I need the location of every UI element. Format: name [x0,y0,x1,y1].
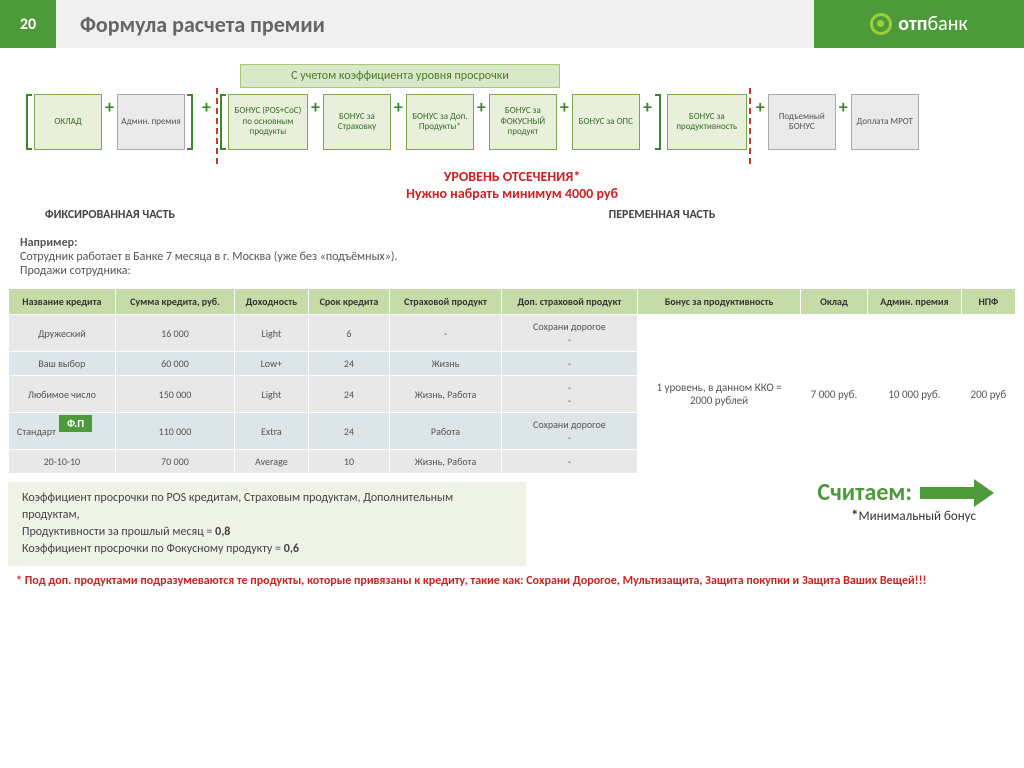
table-cell: Дружеский [9,315,116,352]
title-area: Формула расчета премии [56,0,814,48]
calculate-row: Считаем: [534,478,1024,507]
variable-bracket: БОНУС (POS+CoC) по основным продукты + Б… [214,94,753,150]
table-cell: - [390,315,501,352]
table-merged-cell: 1 уровень, в данном ККО = 2000 рублей [638,315,801,474]
formula-box: БОНУС (POS+CoC) по основным продукты [228,94,308,150]
plus-icon: + [476,96,487,118]
table-cell: 70 000 [115,450,235,474]
header: 20 Формула расчета премии отпбанк [0,0,1024,48]
calculate-label: Считаем: [817,478,912,507]
table-cell: СтандартФ.П [9,413,116,450]
table-header: Доп. страховой продукт [501,289,638,315]
table-cell: 10 [308,450,390,474]
formula-box: БОНУС за ОПС [572,94,640,150]
table-header: Страховой продукт [390,289,501,315]
plus-icon: + [201,96,212,118]
table-cell: Light [235,376,308,413]
variable-part-label: ПЕРЕМЕННАЯ ЧАСТЬ [320,208,1004,222]
sales-table: Название кредитаСумма кредита, руб.Доход… [8,288,1016,474]
table-merged-cell: 10 000 руб. [868,315,962,474]
plus-icon: + [104,96,115,118]
table-cell: Жизнь, Работа [390,376,501,413]
formula-diagram: С учетом коэффициента уровня просрочки О… [0,48,1024,230]
fixed-bracket: ОКЛАД + Админ. премия [20,94,199,150]
table-header: Оклад [800,289,867,315]
table-cell: Работа [390,413,501,450]
table-cell: Сохрани дорогое - [501,315,638,352]
table-cell: 60 000 [115,352,235,376]
page-title: Формула расчета премии [80,11,325,38]
coefficient-summary: Коэффициент просрочки по POS кредитам, С… [8,482,526,565]
fixed-part-label: ФИКСИРОВАННАЯ ЧАСТЬ [20,208,200,222]
plus-icon: + [310,96,321,118]
table-header: НПФ [961,289,1015,315]
logo: отпбанк [814,0,1024,48]
table-header: Название кредита [9,289,116,315]
table-header: Доходность [235,289,308,315]
table-cell: - [501,352,638,376]
formula-box: БОНУС за Страховку [323,94,391,150]
formula-box: Доплата МРОТ [851,94,919,150]
arrow-icon [920,481,1000,505]
plus-icon: + [755,96,766,118]
table-cell: 24 [308,413,390,450]
table-cell: Жизнь, Работа [390,450,501,474]
plus-icon: + [838,96,849,118]
table-header: Срок кредита [308,289,390,315]
logo-icon [870,13,892,35]
table-merged-cell: 200 руб [961,315,1015,474]
section-labels: ФИКСИРОВАННАЯ ЧАСТЬ ПЕРЕМЕННАЯ ЧАСТЬ [20,208,1004,222]
table-cell: 24 [308,376,390,413]
formula-box: ОКЛАД [34,94,102,150]
table-cell: 150 000 [115,376,235,413]
coefficient-banner: С учетом коэффициента уровня просрочки [240,64,560,88]
formula-box: БОНУС за Доп. Продукты* [406,94,474,150]
cutoff-text: УРОВЕНЬ ОТСЕЧЕНИЯ* Нужно набрать минимум… [20,168,1004,202]
page-number: 20 [0,0,56,48]
formula-row: ОКЛАД + Админ. премия + БОНУС (POS+CoC) … [20,94,1004,150]
table-header: Сумма кредита, руб. [115,289,235,315]
table-cell: 24 [308,352,390,376]
table-cell: Любимое число [9,376,116,413]
plus-icon: + [393,96,404,118]
table-cell: 110 000 [115,413,235,450]
table-cell: Average [235,450,308,474]
table-cell: Сохрани дорогое - [501,413,638,450]
table-cell: - [501,450,638,474]
table-cell: 6 [308,315,390,352]
min-bonus-note: *Минимальный бонус [534,507,1024,525]
formula-box: БОНУС за продуктивность [667,94,747,150]
example-text: Например: Сотрудник работает в Банке 7 м… [0,230,1024,284]
table-cell: Ваш выбор [9,352,116,376]
table-header: Бонус за продуктивность [638,289,801,315]
formula-box: БОНУС за ФОКУСНЫЙ продукт [489,94,557,150]
table-cell: - - [501,376,638,413]
table-row: Дружеский16 000Light6-Сохрани дорогое -1… [9,315,1016,352]
table-cell: 20-10-10 [9,450,116,474]
table-cell: 16 000 [115,315,235,352]
table-cell: Жизнь [390,352,501,376]
formula-box: Админ. премия [117,94,185,150]
table-cell: Extra [235,413,308,450]
table-cell: Light [235,315,308,352]
table-header: Админ. премия [868,289,962,315]
formula-box: Подъемный БОНУС [768,94,836,150]
table-cell: Low+ [235,352,308,376]
plus-icon: + [642,96,653,118]
footnote: * Под доп. продуктами подразумеваются те… [0,570,1024,594]
table-merged-cell: 7 000 руб. [800,315,867,474]
fp-badge: Ф.П [59,415,92,432]
plus-icon: + [559,96,570,118]
